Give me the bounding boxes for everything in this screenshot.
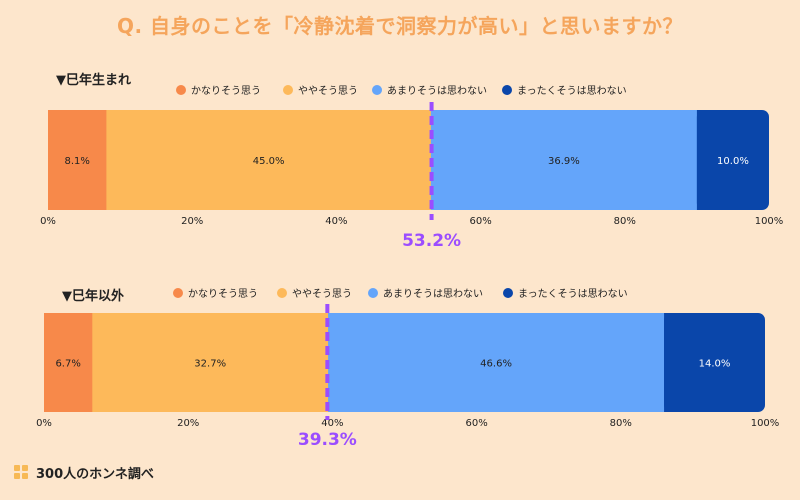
bar-segment-fill: [664, 313, 675, 412]
bar-data-label: 8.1%: [64, 156, 89, 167]
bar-segment: [106, 110, 432, 210]
bar-segment: [328, 313, 665, 412]
footer: 300人のホンネ調べ: [14, 462, 154, 482]
panel-title: ▼巳年生まれ: [56, 72, 131, 88]
axis-tick-label: 80%: [614, 216, 636, 227]
bar-segment-fill: [696, 110, 707, 210]
axis-tick-label: 0%: [40, 216, 56, 227]
legend-label: かなりそう思う: [188, 288, 258, 300]
legend-label: ややそう思う: [292, 288, 352, 300]
legend-swatch: [176, 85, 186, 95]
panel-title: ▼巳年以外: [62, 288, 124, 304]
axis-tick-label: 0%: [36, 418, 52, 429]
cumulative-marker-label: 53.2%: [402, 231, 461, 251]
axis-tick-label: 80%: [610, 418, 632, 429]
axis-tick-label: 100%: [751, 418, 780, 429]
bar-data-label: 46.6%: [480, 359, 512, 370]
bar-data-label: 10.0%: [717, 156, 749, 167]
legend-swatch: [502, 85, 512, 95]
legend-label: あまりそうは思わない: [383, 288, 483, 300]
legend-label: ややそう思う: [298, 85, 358, 97]
bar-data-label: 14.0%: [699, 359, 731, 370]
legend-label: まったくそうは思わない: [518, 288, 628, 300]
bar-segment: [92, 313, 329, 412]
bar-data-label: 45.0%: [253, 156, 285, 167]
axis-tick-label: 60%: [465, 418, 487, 429]
legend-swatch: [368, 288, 378, 298]
chart-title: Q. 自身のことを「冷静沈着で洞察力が高い」と思いますか？: [116, 14, 684, 38]
legend-label: あまりそうは思わない: [387, 85, 487, 97]
bar-data-label: 36.9%: [548, 156, 580, 167]
cumulative-marker-label: 39.3%: [298, 430, 357, 450]
bar-data-label: 32.7%: [194, 359, 226, 370]
bar-segment: [44, 313, 93, 412]
bar-segment: [48, 110, 107, 210]
axis-tick-label: 40%: [321, 418, 343, 429]
bar-data-label: 6.7%: [55, 359, 80, 370]
axis-tick-label: 20%: [177, 418, 199, 429]
legend-swatch: [173, 288, 183, 298]
axis-tick-label: 20%: [181, 216, 203, 227]
axis-tick-label: 40%: [325, 216, 347, 227]
legend-swatch: [277, 288, 287, 298]
axis-tick-label: 100%: [755, 216, 784, 227]
bar-segment: [430, 110, 698, 210]
legend-swatch: [503, 288, 513, 298]
bar-segment: [696, 110, 769, 210]
legend-label: かなりそう思う: [191, 85, 261, 97]
legend-swatch: [283, 85, 293, 95]
brand-logo-icon: [14, 465, 28, 479]
legend-swatch: [372, 85, 382, 95]
footer-brand: 300人のホンネ調べ: [36, 466, 154, 482]
legend-label: まったくそうは思わない: [517, 85, 627, 97]
axis-tick-label: 60%: [469, 216, 491, 227]
bar-segment: [664, 313, 765, 412]
